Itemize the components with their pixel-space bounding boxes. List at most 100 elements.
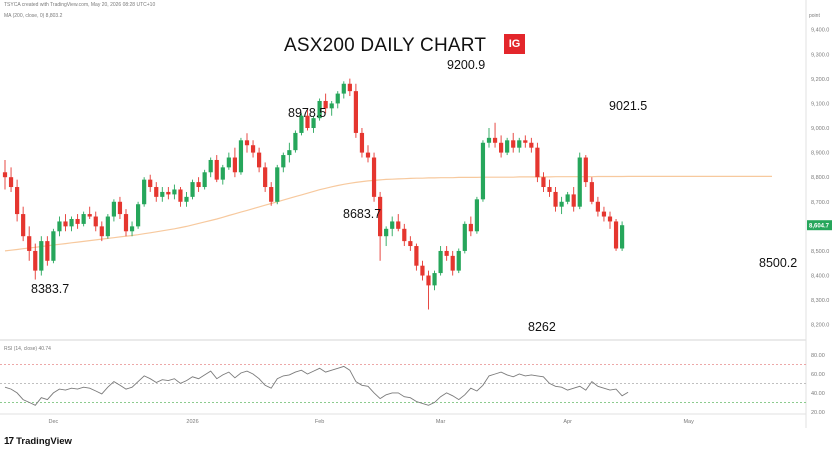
candle — [15, 179, 20, 222]
candle — [2, 159, 8, 190]
candle-body — [426, 275, 431, 286]
candle-body — [317, 100, 322, 119]
candle-body — [499, 142, 504, 153]
candle-body — [474, 199, 479, 232]
rsi-line — [4, 365, 629, 406]
tradingview-logo[interactable]: 17 TradingView — [4, 436, 72, 447]
candle-body — [359, 132, 365, 153]
candle-body — [462, 223, 467, 251]
candle-body — [547, 187, 552, 192]
candle-body — [468, 223, 473, 232]
candle-body — [420, 265, 425, 276]
candle — [553, 187, 558, 212]
candle — [263, 162, 268, 192]
candle-body — [111, 201, 116, 217]
candle-body — [293, 132, 298, 151]
candle-body — [305, 115, 310, 129]
price-grid — [0, 0, 807, 428]
candle — [414, 243, 419, 271]
candle — [384, 226, 389, 247]
candle-body — [595, 201, 600, 212]
time-tick-label: May — [683, 419, 694, 425]
candle — [196, 177, 201, 192]
candle — [142, 177, 147, 207]
candle-body — [208, 159, 213, 173]
candle — [396, 214, 401, 232]
candle-body — [583, 157, 588, 183]
time-axis[interactable]: Dec 2026 Feb Mar Apr May — [0, 413, 806, 425]
candle — [166, 187, 171, 200]
candle — [27, 226, 32, 261]
candle-body — [601, 211, 607, 217]
annotation-high-8978-5: 8978.5 — [288, 106, 327, 120]
candle — [365, 145, 371, 163]
price-axis[interactable]: 9,400.0 9,300.0 9,200.0 9,100.0 9,000.0 8,900… — [807, 28, 832, 329]
candle — [202, 169, 207, 190]
candle — [208, 157, 213, 178]
candle — [39, 236, 44, 276]
price-tick-label: 9,200.0 — [811, 77, 829, 83]
candle — [329, 100, 334, 116]
candle — [480, 140, 486, 202]
annotation-high-9021-5: 9021.5 — [609, 99, 648, 113]
candle — [178, 187, 183, 207]
candle-body — [166, 191, 171, 195]
candle-body — [190, 182, 195, 197]
candle-body — [160, 191, 165, 197]
annotation-low-8683-7: 8683.7 — [343, 207, 382, 221]
candle — [99, 221, 104, 242]
candle — [220, 164, 225, 185]
candle — [511, 132, 516, 153]
candle-body — [87, 214, 92, 217]
candle — [57, 216, 62, 237]
candle — [111, 199, 116, 222]
time-tick-label: Apr — [563, 419, 572, 425]
candle — [426, 270, 431, 310]
candle — [547, 179, 552, 197]
candle-body — [523, 140, 528, 143]
candle — [541, 172, 546, 192]
candle — [378, 191, 383, 261]
candle-body — [335, 93, 340, 104]
candle-body — [565, 194, 570, 202]
candle-body — [438, 250, 443, 274]
candle-body — [136, 204, 141, 227]
candle — [257, 147, 262, 173]
candle-body — [311, 118, 316, 129]
candle — [299, 113, 304, 136]
candle — [214, 155, 219, 183]
rsi-panel: 80.00 60.00 40.00 20.00 — [0, 353, 825, 416]
candle — [136, 201, 141, 229]
candle — [450, 250, 455, 276]
price-tick-label: 8,300.0 — [811, 298, 829, 304]
candle — [456, 248, 461, 274]
candle-body — [492, 137, 498, 143]
candle-body — [39, 241, 44, 271]
ig-logo: IG — [504, 34, 525, 54]
candle — [474, 196, 479, 234]
candle-body — [613, 221, 619, 249]
candle-body — [402, 228, 407, 242]
price-tick-label: 9,100.0 — [811, 101, 829, 107]
candle — [607, 211, 613, 229]
candle-body — [505, 140, 510, 153]
candle-body — [232, 157, 237, 173]
candle — [33, 243, 38, 280]
candle — [311, 115, 316, 133]
price-tick-label: 8,800.0 — [811, 175, 829, 181]
candle — [565, 191, 570, 205]
price-tick-label: 8,400.0 — [811, 274, 829, 280]
candle — [87, 206, 92, 219]
candle — [371, 152, 377, 202]
candle — [250, 140, 256, 158]
candle — [341, 81, 346, 99]
candle-body — [371, 157, 377, 197]
candle — [232, 147, 237, 178]
candle — [105, 214, 110, 239]
candle — [226, 152, 231, 170]
candle — [529, 137, 534, 153]
candle — [517, 137, 522, 153]
candle-body — [347, 83, 352, 92]
candle-body — [57, 221, 62, 232]
candle — [81, 211, 86, 227]
